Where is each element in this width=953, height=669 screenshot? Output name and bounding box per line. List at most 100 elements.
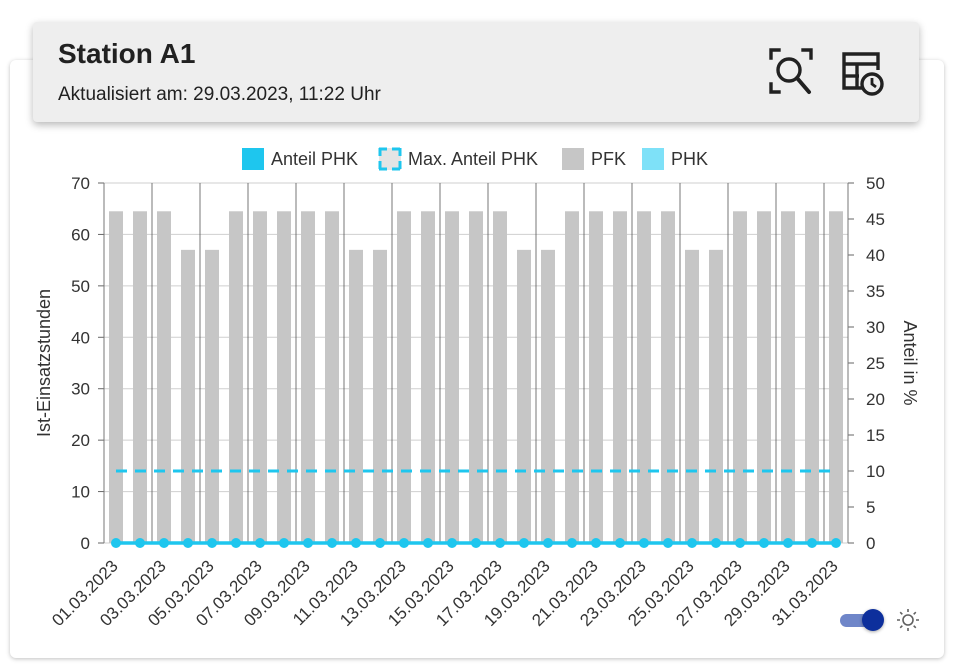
point-anteil-phk bbox=[711, 538, 721, 548]
y-tick-label-right: 5 bbox=[866, 498, 875, 517]
y-tick-label-right: 0 bbox=[866, 534, 875, 553]
bar-pfk bbox=[733, 211, 747, 544]
point-anteil-phk bbox=[279, 538, 289, 548]
point-anteil-phk bbox=[759, 538, 769, 548]
point-anteil-phk bbox=[399, 538, 409, 548]
point-anteil-phk bbox=[471, 538, 481, 548]
bar-pfk bbox=[517, 249, 531, 543]
station-header: Station A1 Aktualisiert am: 29.03.2023, … bbox=[33, 22, 919, 122]
bar-pfk bbox=[157, 211, 171, 544]
y-tick-label-right: 20 bbox=[866, 390, 885, 409]
bar-pfk bbox=[469, 211, 483, 544]
bar-pfk bbox=[637, 211, 651, 544]
point-anteil-phk bbox=[375, 538, 385, 548]
toggle-knob bbox=[862, 609, 884, 631]
y-tick-label-right: 35 bbox=[866, 282, 885, 301]
y-tick-label-left: 70 bbox=[71, 174, 90, 193]
point-anteil-phk bbox=[135, 538, 145, 548]
bar-pfk bbox=[445, 211, 459, 544]
legend-swatch-max-anteil-phk bbox=[379, 148, 401, 170]
point-anteil-phk bbox=[423, 538, 433, 548]
point-anteil-phk bbox=[543, 538, 553, 548]
y-tick-label-right: 25 bbox=[866, 354, 885, 373]
bar-pfk bbox=[373, 249, 387, 543]
bar-pfk bbox=[589, 211, 603, 544]
zoom-search-button[interactable] bbox=[767, 46, 815, 98]
y-tick-label-left: 60 bbox=[71, 225, 90, 244]
y-tick-label-left: 10 bbox=[71, 483, 90, 502]
point-anteil-phk bbox=[495, 538, 505, 548]
bar-pfk bbox=[109, 211, 123, 544]
point-anteil-phk bbox=[807, 538, 817, 548]
y-tick-label-left: 0 bbox=[81, 534, 90, 553]
legend-label-max-anteil-phk: Max. Anteil PHK bbox=[408, 149, 538, 169]
point-anteil-phk bbox=[783, 538, 793, 548]
point-anteil-phk bbox=[519, 538, 529, 548]
bar-pfk bbox=[181, 249, 195, 543]
point-anteil-phk bbox=[567, 538, 577, 548]
bar-pfk bbox=[421, 211, 435, 544]
bar-pfk bbox=[229, 211, 243, 544]
bar-pfk bbox=[829, 211, 843, 544]
bar-pfk bbox=[493, 211, 507, 544]
y-tick-label-left: 40 bbox=[71, 328, 90, 347]
point-anteil-phk bbox=[327, 538, 337, 548]
brightness-icon[interactable] bbox=[896, 608, 920, 632]
point-anteil-phk bbox=[351, 538, 361, 548]
history-table-button[interactable] bbox=[839, 46, 887, 98]
point-anteil-phk bbox=[207, 538, 217, 548]
view-toggle-switch[interactable] bbox=[838, 609, 884, 631]
point-anteil-phk bbox=[639, 538, 649, 548]
point-anteil-phk bbox=[687, 538, 697, 548]
bar-pfk bbox=[781, 211, 795, 544]
bar-pfk bbox=[565, 211, 579, 544]
y-tick-label-left: 30 bbox=[71, 380, 90, 399]
last-updated-text: Aktualisiert am: 29.03.2023, 11:22 Uhr bbox=[58, 84, 381, 105]
point-anteil-phk bbox=[591, 538, 601, 548]
point-anteil-phk bbox=[735, 538, 745, 548]
bar-pfk bbox=[301, 211, 315, 544]
bar-pfk bbox=[757, 211, 771, 544]
y-axis-title-left: Ist-Einsatzstunden bbox=[34, 289, 54, 437]
bar-pfk bbox=[685, 249, 699, 543]
point-anteil-phk bbox=[615, 538, 625, 548]
bar-pfk bbox=[397, 211, 411, 544]
y-tick-label-right: 50 bbox=[866, 174, 885, 193]
bar-pfk bbox=[133, 211, 147, 544]
point-anteil-phk bbox=[183, 538, 193, 548]
bar-pfk bbox=[325, 211, 339, 544]
bar-pfk bbox=[541, 249, 555, 543]
bar-pfk bbox=[205, 249, 219, 543]
legend-swatch-anteil-phk bbox=[242, 148, 264, 170]
point-anteil-phk bbox=[159, 538, 169, 548]
point-anteil-phk bbox=[255, 538, 265, 548]
bar-pfk bbox=[277, 211, 291, 544]
bar-pfk bbox=[661, 211, 675, 544]
y-tick-label-right: 45 bbox=[866, 210, 885, 229]
bar-pfk bbox=[253, 211, 267, 544]
point-anteil-phk bbox=[303, 538, 313, 548]
y-tick-label-right: 15 bbox=[866, 426, 885, 445]
bar-pfk bbox=[349, 249, 363, 543]
legend-label-anteil-phk: Anteil PHK bbox=[271, 149, 358, 169]
y-tick-label-right: 40 bbox=[866, 246, 885, 265]
bar-pfk bbox=[613, 211, 627, 544]
table-clock-icon bbox=[842, 52, 884, 96]
point-anteil-phk bbox=[231, 538, 241, 548]
page-title: Station A1 bbox=[58, 38, 196, 69]
y-tick-label-left: 20 bbox=[71, 431, 90, 450]
point-anteil-phk bbox=[111, 538, 121, 548]
legend-label-phk: PHK bbox=[671, 149, 708, 169]
legend-swatch-pfk bbox=[562, 148, 584, 170]
point-anteil-phk bbox=[663, 538, 673, 548]
bar-pfk bbox=[709, 249, 723, 543]
bar-pfk bbox=[805, 211, 819, 544]
y-tick-label-left: 50 bbox=[71, 277, 90, 296]
y-axis-title-right: Anteil in % bbox=[900, 320, 920, 405]
y-tick-label-right: 10 bbox=[866, 462, 885, 481]
legend-swatch-phk bbox=[642, 148, 664, 170]
point-anteil-phk bbox=[447, 538, 457, 548]
legend-label-pfk: PFK bbox=[591, 149, 626, 169]
point-anteil-phk bbox=[831, 538, 841, 548]
